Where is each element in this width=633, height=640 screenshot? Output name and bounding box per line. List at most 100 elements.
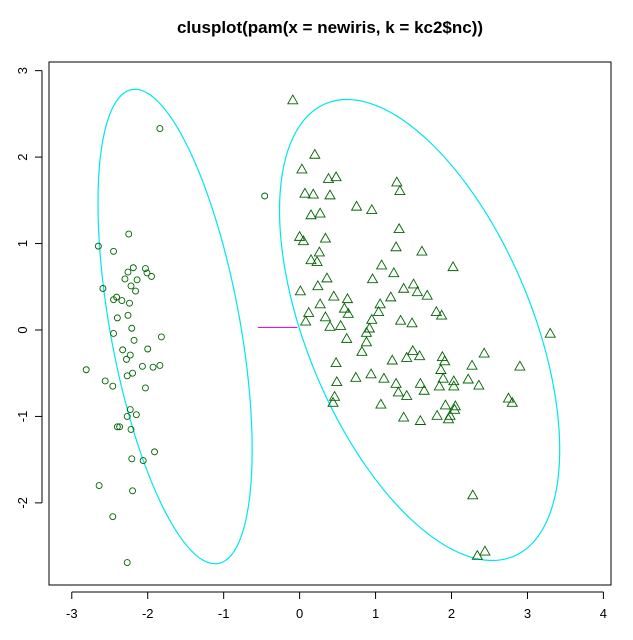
point-triangle (350, 200, 363, 211)
point-triangle (341, 292, 354, 304)
point-triangle (473, 379, 485, 390)
point-triangle (319, 311, 332, 322)
point-circle (138, 362, 146, 370)
point-triangle (435, 309, 448, 320)
point-circle (261, 192, 269, 200)
point-circle (116, 423, 124, 431)
x-tick-label: -3 (66, 606, 78, 621)
point-triangle (462, 373, 474, 384)
point-triangle (293, 230, 306, 241)
point-triangle (356, 345, 368, 356)
point-triangle (297, 235, 310, 246)
point-triangle (467, 489, 479, 500)
point-triangle (302, 306, 315, 317)
x-tick-label: 2 (448, 606, 455, 621)
point-triangle (375, 398, 387, 409)
point-triangle (418, 384, 430, 395)
point-triangle (506, 396, 519, 407)
point-triangle (433, 380, 446, 391)
point-triangle (372, 305, 385, 317)
point-triangle (400, 351, 413, 362)
point-triangle (305, 254, 317, 265)
point-triangle (392, 386, 405, 397)
point-circle (123, 412, 131, 420)
point-triangle (296, 163, 308, 174)
y-tick-label: 3 (15, 67, 30, 74)
x-tick-label: 3 (524, 606, 531, 621)
point-triangle (478, 347, 490, 358)
point-triangle (350, 371, 362, 382)
y-tick-label: -1 (15, 411, 30, 423)
point-circle (121, 275, 129, 283)
point-triangle (309, 148, 321, 159)
point-triangle (313, 246, 326, 257)
point-circle (132, 411, 140, 419)
point-triangle (294, 285, 307, 296)
point-circle (133, 276, 141, 284)
point-triangle (386, 354, 399, 365)
point-circle (123, 559, 131, 566)
x-tick-label: 4 (600, 606, 607, 621)
point-triangle (390, 377, 402, 388)
point-triangle (314, 298, 326, 309)
point-triangle (305, 209, 317, 220)
point-circle (126, 406, 134, 413)
point-triangle (374, 298, 386, 309)
point-circle (139, 457, 147, 464)
point-triangle (322, 172, 335, 183)
point-circle (126, 351, 134, 359)
point-triangle (544, 327, 557, 338)
point-triangle (342, 307, 355, 318)
y-tick-label: 2 (15, 153, 30, 160)
point-triangle (340, 332, 353, 343)
point-circle (148, 272, 155, 280)
point-circle (94, 242, 102, 250)
point-triangle (384, 291, 397, 302)
point-triangle (388, 267, 400, 278)
point-triangle (431, 409, 443, 420)
point-circle (129, 487, 136, 495)
point-triangle (439, 399, 452, 410)
point-circle (128, 455, 136, 463)
point-triangle (502, 392, 515, 403)
data-points (82, 94, 557, 566)
point-triangle (411, 286, 424, 297)
point-triangle (442, 413, 455, 424)
point-circle (123, 355, 130, 363)
point-circle (127, 282, 135, 290)
y-tick-label: -2 (15, 497, 30, 509)
point-triangle (319, 232, 332, 243)
point-circle (123, 372, 131, 380)
point-circle (128, 324, 136, 332)
cluster-ellipse-2 (278, 98, 561, 562)
point-circle (126, 299, 133, 307)
point-triangle (334, 319, 347, 330)
point-circle (118, 297, 126, 305)
point-circle (149, 363, 157, 371)
point-triangle (324, 189, 336, 200)
point-triangle (311, 255, 323, 266)
point-triangle (375, 259, 388, 270)
point-triangle (444, 409, 456, 420)
point-triangle (378, 372, 390, 383)
plot-frame (48, 61, 612, 586)
point-circle (127, 425, 135, 433)
point-triangle (299, 315, 312, 326)
point-circle (130, 336, 138, 344)
point-circle (109, 382, 117, 390)
point-circle (151, 448, 159, 456)
point-triangle (327, 396, 339, 407)
point-circle (144, 345, 152, 353)
point-triangle (406, 317, 418, 328)
x-tick-label: 0 (296, 606, 303, 621)
point-circle (132, 287, 140, 295)
point-circle (119, 346, 127, 354)
point-triangle (299, 187, 311, 198)
point-triangle (435, 363, 447, 374)
point-triangle (366, 273, 379, 284)
point-triangle (479, 545, 491, 556)
point-triangle (430, 305, 443, 317)
point-circle (124, 268, 132, 276)
point-triangle (324, 320, 336, 331)
chart-title: clusplot(pam(x = newiris, k = kc2$nc)) (177, 18, 483, 37)
